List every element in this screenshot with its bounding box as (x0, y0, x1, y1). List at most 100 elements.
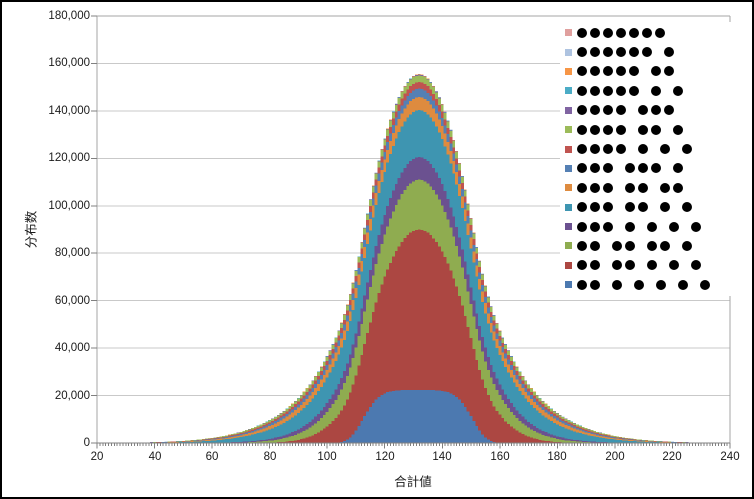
x-axis-title: 合計値 (394, 475, 432, 489)
dot-icon (691, 221, 701, 232)
area-series-2 (97, 229, 730, 443)
legend-item (565, 23, 732, 42)
legend-swatch (565, 242, 572, 250)
legend-swatch (565, 164, 572, 172)
x-tick-label: 240 (720, 451, 740, 463)
dot-icon (603, 105, 613, 116)
dot-group (691, 260, 701, 271)
dot-icon (590, 163, 600, 174)
dot-group (577, 144, 626, 155)
dot-group (682, 144, 692, 155)
dot-icon (625, 240, 635, 251)
dot-icon (660, 182, 670, 193)
legend-label-dots (577, 163, 683, 174)
dot-icon (616, 47, 626, 58)
dot-icon (577, 260, 587, 271)
dot-icon (616, 27, 626, 38)
legend-item (565, 62, 732, 81)
dot-icon (625, 202, 635, 213)
dot-icon (603, 182, 613, 193)
dot-icon (651, 105, 661, 116)
legend-item (565, 198, 732, 217)
legend-item (565, 236, 732, 255)
dot-icon (660, 240, 670, 251)
dot-icon (638, 105, 648, 116)
legend-item (565, 101, 732, 120)
dot-icon (616, 85, 626, 96)
legend-swatch (565, 281, 572, 289)
dot-group (625, 202, 648, 213)
dot-icon (651, 66, 661, 77)
dot-icon (625, 163, 635, 174)
dot-icon (577, 221, 587, 232)
y-axis-ticks (91, 15, 97, 444)
dot-group (612, 240, 635, 251)
area-series-1 (97, 390, 730, 443)
x-tick-label: 100 (317, 451, 337, 463)
dot-icon (577, 47, 587, 58)
dot-icon (577, 85, 587, 96)
dot-group (669, 260, 679, 271)
legend-label-dots (577, 221, 701, 232)
dot-icon (629, 66, 639, 77)
dot-group (664, 47, 674, 58)
dot-icon (682, 202, 692, 213)
dot-icon (656, 279, 666, 290)
dot-icon (590, 124, 600, 135)
dot-group (647, 260, 657, 271)
dot-icon (700, 279, 710, 290)
dot-icon (691, 260, 701, 271)
dot-group (577, 85, 639, 96)
dot-group (660, 182, 683, 193)
dot-group (651, 85, 661, 96)
dot-group (625, 182, 648, 193)
dot-group (612, 279, 622, 290)
dot-group (656, 279, 666, 290)
dot-icon (590, 182, 600, 193)
legend-label-dots (577, 144, 692, 155)
legend-swatch (565, 203, 572, 211)
y-tick-label: 160,000 (48, 57, 90, 69)
dot-group (700, 279, 710, 290)
dot-icon (664, 47, 674, 58)
dot-icon (664, 66, 674, 77)
dot-icon (590, 240, 600, 251)
dot-group (673, 163, 683, 174)
y-axis-title: 分布数 (24, 210, 39, 249)
legend-item (565, 217, 732, 236)
legend-item (565, 81, 732, 100)
dot-icon (577, 202, 587, 213)
x-tick-label: 120 (375, 451, 395, 463)
dot-icon (612, 260, 622, 271)
x-tick-label: 60 (205, 451, 219, 463)
dot-icon (577, 124, 587, 135)
dot-group (660, 202, 670, 213)
dot-icon (603, 221, 613, 232)
dot-icon (625, 260, 635, 271)
dot-icon (603, 163, 613, 174)
x-axis-ticks (96, 443, 731, 449)
legend-swatch (565, 184, 572, 192)
legend-label-dots (577, 85, 683, 96)
legend-item (565, 178, 732, 197)
dot-icon (625, 221, 635, 232)
dot-icon (577, 163, 587, 174)
legend-swatch (565, 67, 572, 75)
legend-swatch (565, 48, 572, 56)
dot-icon (651, 85, 661, 96)
dot-icon (577, 27, 587, 38)
dot-icon (616, 144, 626, 155)
dot-icon (590, 105, 600, 116)
dot-icon (660, 202, 670, 213)
dot-icon (603, 85, 613, 96)
legend-swatch (565, 145, 572, 153)
dot-group (651, 66, 674, 77)
dot-group (673, 85, 683, 96)
dot-icon (629, 85, 639, 96)
legend (560, 22, 732, 297)
dot-icon (577, 240, 587, 251)
dot-group (577, 47, 652, 58)
dot-group (638, 124, 661, 135)
dot-group (673, 124, 683, 135)
dot-icon (616, 66, 626, 77)
